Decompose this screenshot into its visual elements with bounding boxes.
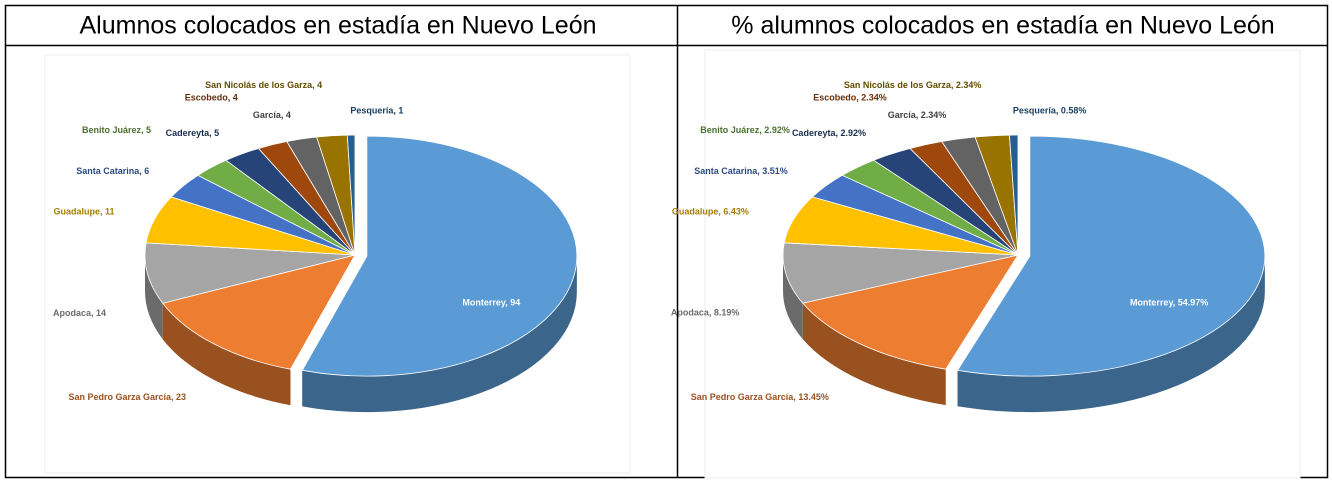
data-label: Guadalupe, 11 (53, 206, 114, 216)
data-label: Pesquería, 0.58% (1013, 105, 1087, 115)
data-label: Benito Juárez, 5 (82, 125, 151, 135)
data-label: Santa Catarina, 6 (76, 166, 149, 176)
slice-side (957, 256, 1265, 413)
slice (161, 254, 356, 370)
data-label: Escobedo, 4 (185, 93, 238, 103)
slice (346, 134, 356, 256)
data-label: Santa Catarina, 3.51% (694, 166, 788, 176)
slice (956, 135, 1266, 377)
slice (802, 254, 1019, 370)
data-label: Cadereyta, 5 (166, 128, 220, 138)
data-label: Monterrey, 94 (462, 298, 520, 308)
data-label: García, 2.34% (888, 110, 947, 120)
data-label: San Nicolás de los Garza, 2.34% (844, 80, 982, 90)
data-label: Monterrey, 54.97% (1130, 298, 1208, 308)
header: Alumnos colocados en estadía en Nuevo Le… (79, 12, 596, 40)
slice (782, 242, 1019, 304)
data-label: García, 4 (253, 110, 291, 120)
table-border (4, 4, 1329, 479)
slice (301, 135, 578, 377)
data-label: San Pedro Garza García, 23 (68, 392, 186, 402)
slice-side (783, 255, 803, 340)
data-label: Pesquería, 1 (350, 105, 403, 115)
slice (1009, 134, 1019, 256)
data-label: San Nicolás de los Garza, 4 (205, 80, 322, 90)
data-label: Benito Juárez, 2.92% (700, 125, 790, 135)
data-label: Apodaca, 8.19% (671, 308, 740, 318)
data-label: Escobedo, 2.34% (813, 93, 887, 103)
data-label: Cadereyta, 2.92% (792, 128, 866, 138)
slice (144, 242, 356, 304)
data-label: Guadalupe, 6.43% (672, 206, 749, 216)
data-label: Apodaca, 14 (53, 308, 106, 318)
slice-side (302, 256, 577, 413)
header: % alumnos colocados en estadía en Nuevo … (731, 12, 1274, 40)
slice-side (802, 303, 946, 406)
slice-side (162, 303, 291, 406)
data-label: San Pedro Garza García, 13.45% (691, 392, 829, 402)
slice-side (145, 255, 163, 340)
